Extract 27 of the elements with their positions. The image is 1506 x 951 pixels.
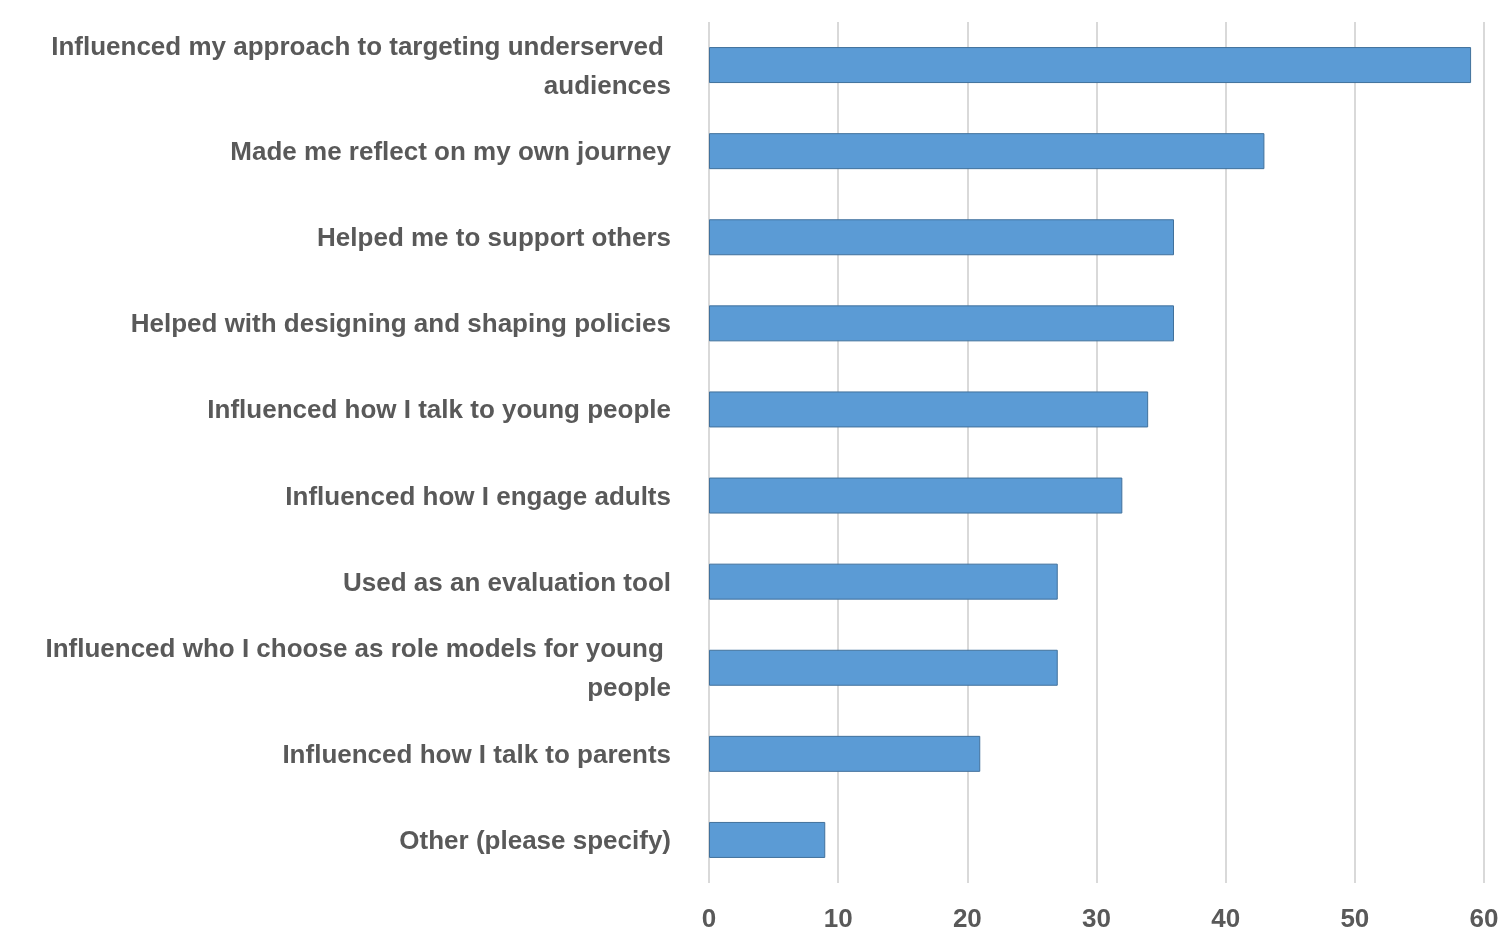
- bar: [709, 821, 826, 858]
- y-tick-label: Helped with designing and shaping policies: [130, 308, 671, 339]
- x-tick-label: 40: [1211, 903, 1241, 933]
- x-tick-label: 10: [823, 903, 853, 933]
- y-tick-label: Influenced how I engage adults: [285, 480, 671, 511]
- x-tick-label: 20: [952, 903, 982, 933]
- y-tick-label: Helped me to support others: [317, 222, 671, 253]
- bar: [709, 305, 1174, 342]
- x-tick-label: 0: [701, 903, 717, 933]
- bar: [709, 47, 1472, 84]
- y-tick-label: Influenced how I talk to young people: [207, 394, 671, 425]
- bar: [709, 563, 1058, 600]
- y-tick-label: Used as an evaluation tool: [343, 566, 671, 597]
- x-tick-label: 30: [1082, 903, 1111, 933]
- bar: [709, 477, 1123, 514]
- y-tick-label: Influenced how I talk to parents: [282, 738, 671, 769]
- y-tick-label: Influenced my approach to targeting underserved audiences: [51, 30, 671, 100]
- x-tick-label: 50: [1340, 903, 1370, 933]
- bar: [709, 133, 1265, 170]
- bar: [709, 219, 1174, 256]
- y-tick-label: Influenced who I choose as role models for young people: [45, 633, 671, 703]
- y-tick-label: Made me reflect on my own journey: [230, 136, 672, 167]
- bar: [709, 649, 1058, 686]
- bar: [709, 735, 981, 772]
- bar: [709, 391, 1149, 428]
- y-tick-label: Other (please specify): [399, 824, 671, 855]
- x-tick-label: 60: [1469, 903, 1499, 933]
